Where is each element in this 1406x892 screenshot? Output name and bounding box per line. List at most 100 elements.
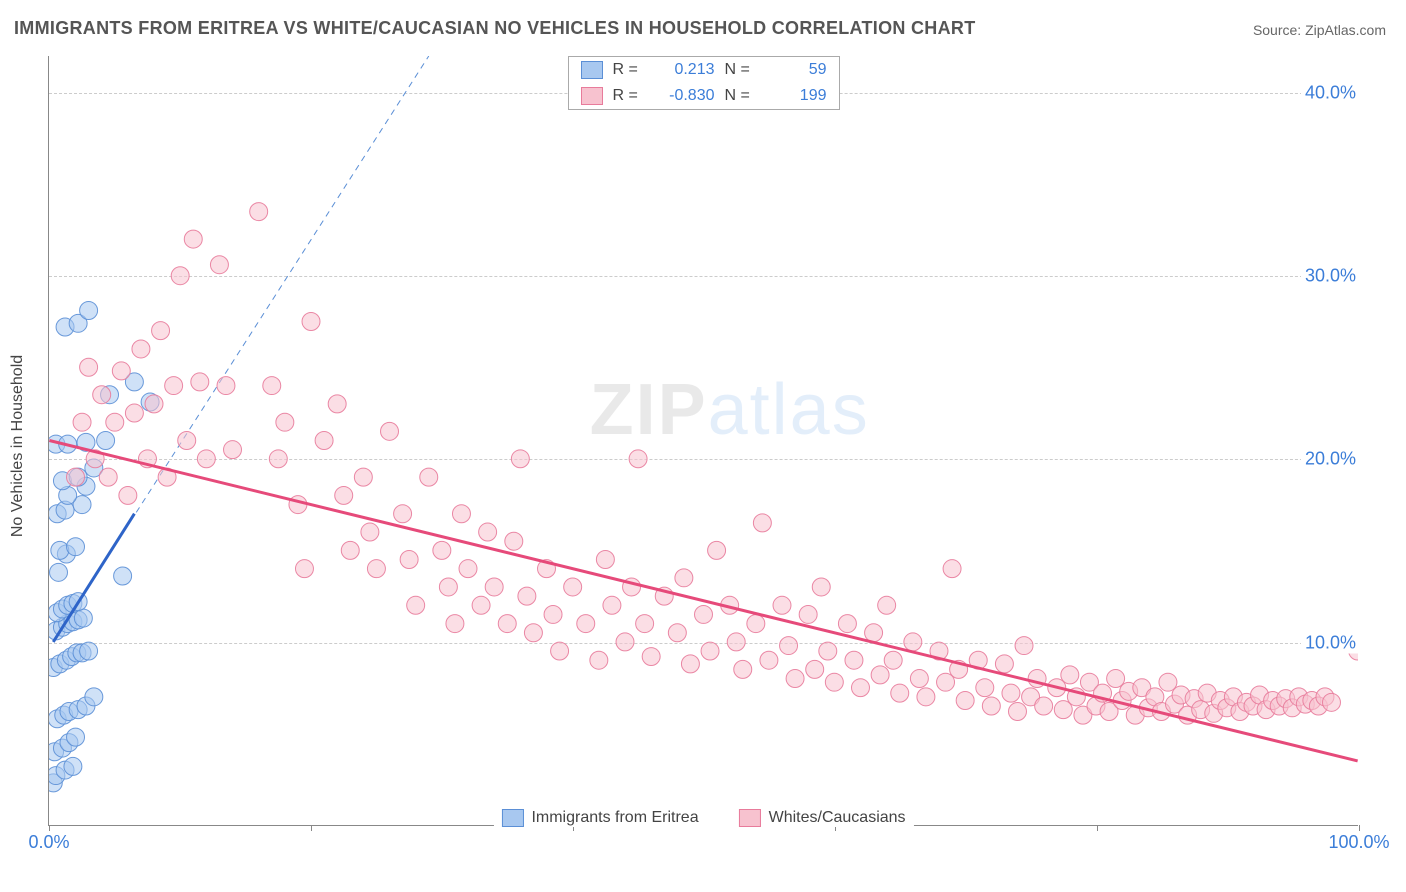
scatter-point <box>354 468 372 486</box>
scatter-point <box>210 256 228 274</box>
scatter-point <box>97 432 115 450</box>
scatter-point <box>1015 637 1033 655</box>
scatter-point <box>806 660 824 678</box>
scatter-point <box>145 395 163 413</box>
x-tick <box>311 825 312 831</box>
scatter-point <box>760 651 778 669</box>
scatter-point <box>701 642 719 660</box>
scatter-point <box>551 642 569 660</box>
scatter-point <box>753 514 771 532</box>
scatter-point <box>825 673 843 691</box>
scatter-point <box>616 633 634 651</box>
scatter-point <box>1061 666 1079 684</box>
scatter-point <box>114 567 132 585</box>
scatter-point <box>747 615 765 633</box>
scatter-point <box>995 655 1013 673</box>
scatter-point <box>328 395 346 413</box>
scatter-point <box>446 615 464 633</box>
scatter-point <box>681 655 699 673</box>
scatter-point <box>459 560 477 578</box>
scatter-point <box>119 486 137 504</box>
scatter-point <box>904 633 922 651</box>
stat-n-value: 199 <box>767 87 827 105</box>
chart-svg <box>49 56 1358 825</box>
scatter-point <box>1322 693 1340 711</box>
scatter-point <box>106 413 124 431</box>
scatter-point <box>191 373 209 391</box>
scatter-point <box>64 757 82 775</box>
x-tick <box>49 825 50 831</box>
scatter-point <box>596 551 614 569</box>
scatter-point <box>636 615 654 633</box>
scatter-point <box>479 523 497 541</box>
scatter-point <box>734 660 752 678</box>
scatter-point <box>73 413 91 431</box>
trend-line <box>49 441 1357 761</box>
scatter-point <box>341 541 359 559</box>
scatter-point <box>197 450 215 468</box>
x-tick-label: 0.0% <box>28 832 69 853</box>
scatter-point <box>773 596 791 614</box>
stats-row: R =0.213N =59 <box>569 57 839 83</box>
legend-swatch <box>501 809 523 827</box>
scatter-point <box>165 377 183 395</box>
chart-title: IMMIGRANTS FROM ERITREA VS WHITE/CAUCASI… <box>14 18 976 39</box>
scatter-point <box>865 624 883 642</box>
scatter-point <box>1009 702 1027 720</box>
scatter-point <box>381 422 399 440</box>
scatter-point <box>80 642 98 660</box>
scatter-point <box>812 578 830 596</box>
x-tick-label: 100.0% <box>1328 832 1389 853</box>
scatter-point <box>976 679 994 697</box>
scatter-point <box>524 624 542 642</box>
y-tick-label: 30.0% <box>1301 266 1360 287</box>
scatter-point <box>367 560 385 578</box>
scatter-point <box>295 560 313 578</box>
legend-item: Immigrants from Eritrea <box>501 809 698 827</box>
stat-n-label: N = <box>725 87 757 105</box>
x-tick <box>1359 825 1360 831</box>
scatter-point <box>217 377 235 395</box>
y-tick-label: 10.0% <box>1301 632 1360 653</box>
scatter-point <box>51 541 69 559</box>
legend-swatch <box>581 87 603 105</box>
scatter-point <box>819 642 837 660</box>
y-axis-label: No Vehicles in Household <box>9 355 27 537</box>
scatter-point <box>99 468 117 486</box>
scatter-point <box>982 697 1000 715</box>
plot-area: ZIPatlas 10.0%20.0%30.0%40.0% R =0.213N … <box>48 56 1358 826</box>
scatter-point <box>629 450 647 468</box>
scatter-point <box>786 670 804 688</box>
scatter-point <box>152 322 170 340</box>
scatter-point <box>85 688 103 706</box>
scatter-point <box>80 302 98 320</box>
scatter-point <box>871 666 889 684</box>
legend-label: Whites/Caucasians <box>769 809 906 827</box>
stat-r-label: R = <box>613 87 645 105</box>
scatter-point <box>577 615 595 633</box>
scatter-point <box>917 688 935 706</box>
stat-n-value: 59 <box>767 61 827 79</box>
scatter-point <box>433 541 451 559</box>
scatter-point <box>642 648 660 666</box>
scatter-point <box>400 551 418 569</box>
scatter-point <box>394 505 412 523</box>
source-credit: Source: ZipAtlas.com <box>1253 22 1386 38</box>
scatter-point <box>603 596 621 614</box>
scatter-point <box>518 587 536 605</box>
scatter-point <box>407 596 425 614</box>
scatter-point <box>910 670 928 688</box>
scatter-point <box>302 312 320 330</box>
scatter-point <box>485 578 503 596</box>
legend-swatch <box>739 809 761 827</box>
stat-r-value: 0.213 <box>655 61 715 79</box>
scatter-point <box>799 605 817 623</box>
scatter-point <box>544 605 562 623</box>
scatter-point <box>80 358 98 376</box>
scatter-point <box>67 468 85 486</box>
scatter-point <box>838 615 856 633</box>
scatter-point <box>289 496 307 514</box>
scatter-point <box>125 404 143 422</box>
stats-row: R =-0.830N =199 <box>569 83 839 109</box>
bottom-legend: Immigrants from Eritrea Whites/Caucasians <box>493 809 913 827</box>
